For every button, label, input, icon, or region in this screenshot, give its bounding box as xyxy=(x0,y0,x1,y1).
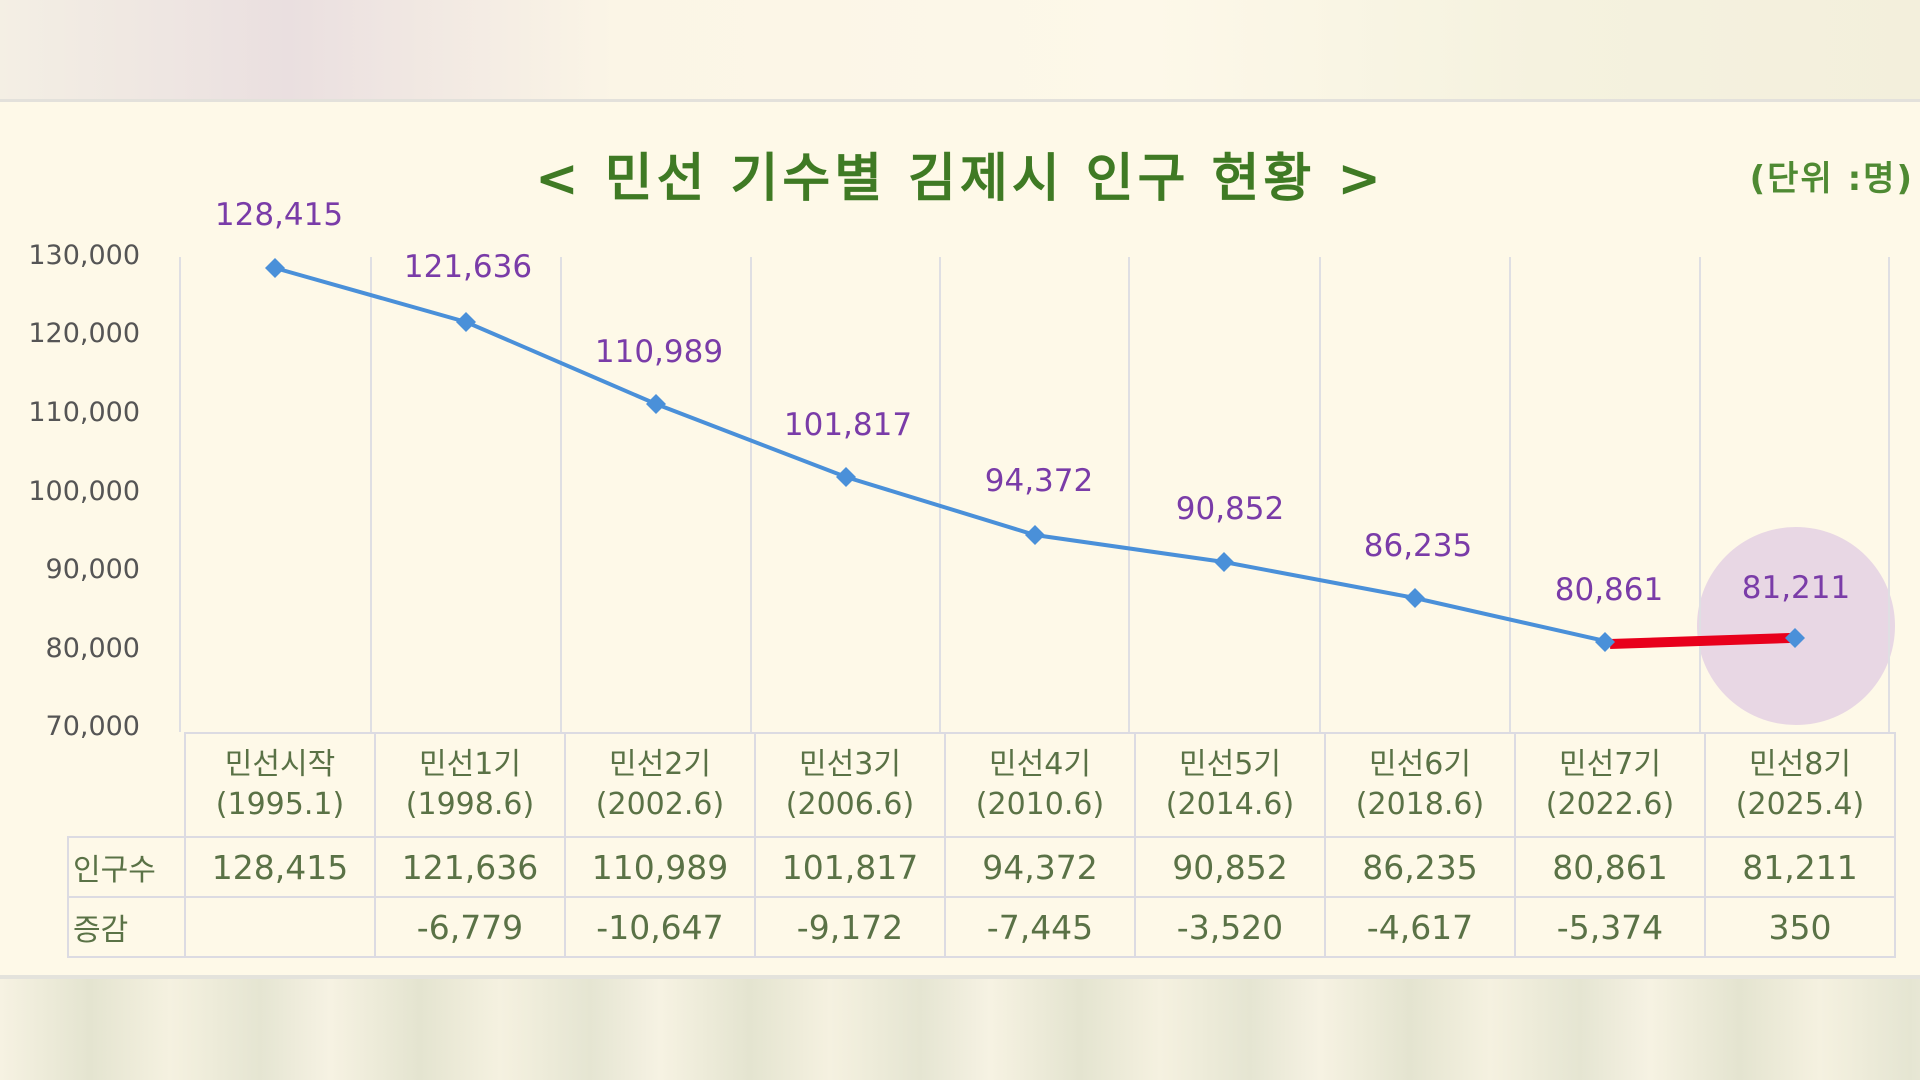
change-cell: -6,779 xyxy=(374,896,566,958)
population-cell: 90,852 xyxy=(1134,836,1326,898)
change-cell: -4,617 xyxy=(1324,896,1516,958)
data-label: 81,211 xyxy=(1741,570,1851,606)
y-tick: 110,000 xyxy=(28,397,140,428)
change-cell xyxy=(184,896,376,958)
category-cell: 민선5기 (2014.6) xyxy=(1134,732,1326,838)
population-cell: 81,211 xyxy=(1704,836,1896,898)
population-cell: 128,415 xyxy=(184,836,376,898)
category-cell: 민선8기 (2025.4) xyxy=(1704,732,1896,838)
data-label: 101,817 xyxy=(783,407,913,443)
population-cell: 121,636 xyxy=(374,836,566,898)
y-tick: 120,000 xyxy=(28,318,140,349)
change-cell: -10,647 xyxy=(564,896,756,958)
y-tick: 100,000 xyxy=(28,476,140,507)
change-row: 증감 -6,779 -10,647 -9,172 -7,445 -3,520 -… xyxy=(67,896,1896,958)
y-tick: 80,000 xyxy=(45,633,140,664)
bottom-background-band xyxy=(0,975,1920,1080)
change-cell: -3,520 xyxy=(1134,896,1326,958)
category-cell: 민선시작 (1995.1) xyxy=(184,732,376,838)
population-row: 인구수 128,415 121,636 110,989 101,817 94,3… xyxy=(67,836,1896,898)
population-cell: 110,989 xyxy=(564,836,756,898)
population-cell: 94,372 xyxy=(944,836,1136,898)
y-tick: 90,000 xyxy=(45,554,140,585)
category-cell: 민선6기 (2018.6) xyxy=(1324,732,1516,838)
category-header-row: 민선시작 (1995.1) 민선1기 (1998.6) 민선2기 (2002.6) 민… xyxy=(68,732,1896,838)
category-cell: 민선7기 (2022.6) xyxy=(1514,732,1706,838)
data-label: 110,989 xyxy=(594,334,724,370)
change-cell: -9,172 xyxy=(754,896,946,958)
category-cell: 민선4기 (2010.6) xyxy=(944,732,1136,838)
highlight-segment xyxy=(1609,633,1791,649)
population-cell: 86,235 xyxy=(1324,836,1516,898)
data-label: 121,636 xyxy=(403,249,533,285)
population-line xyxy=(274,266,1606,643)
change-cell: -5,374 xyxy=(1514,896,1706,958)
header-blank-cell xyxy=(68,733,186,838)
data-label: 94,372 xyxy=(984,463,1094,499)
category-cell: 민선2기 (2002.6) xyxy=(564,732,756,838)
y-tick: 130,000 xyxy=(28,240,140,271)
top-background-band xyxy=(0,0,1920,102)
data-label: 80,861 xyxy=(1554,572,1664,608)
row-label: 증감 xyxy=(67,896,186,958)
markers xyxy=(265,258,1805,652)
population-cell: 80,861 xyxy=(1514,836,1706,898)
data-label: 128,415 xyxy=(214,197,344,233)
data-table: 민선시작 (1995.1) 민선1기 (1998.6) 민선2기 (2002.6) 민… xyxy=(67,732,1896,958)
data-label: 86,235 xyxy=(1363,528,1473,564)
category-cell: 민선3기 (2006.6) xyxy=(754,732,946,838)
chart-title: < 민선 기수별 김제시 인구 현황 > xyxy=(535,149,1385,209)
change-cell: 350 xyxy=(1704,896,1896,958)
highlight-circle xyxy=(1697,527,1895,725)
population-cell: 101,817 xyxy=(754,836,946,898)
unit-label: (단위 :명) xyxy=(1749,159,1914,199)
category-cell: 민선1기 (1998.6) xyxy=(374,732,566,838)
row-label: 인구수 xyxy=(67,836,186,898)
vertical-gridlines xyxy=(179,257,1890,732)
data-label: 90,852 xyxy=(1175,491,1285,527)
change-cell: -7,445 xyxy=(944,896,1136,958)
